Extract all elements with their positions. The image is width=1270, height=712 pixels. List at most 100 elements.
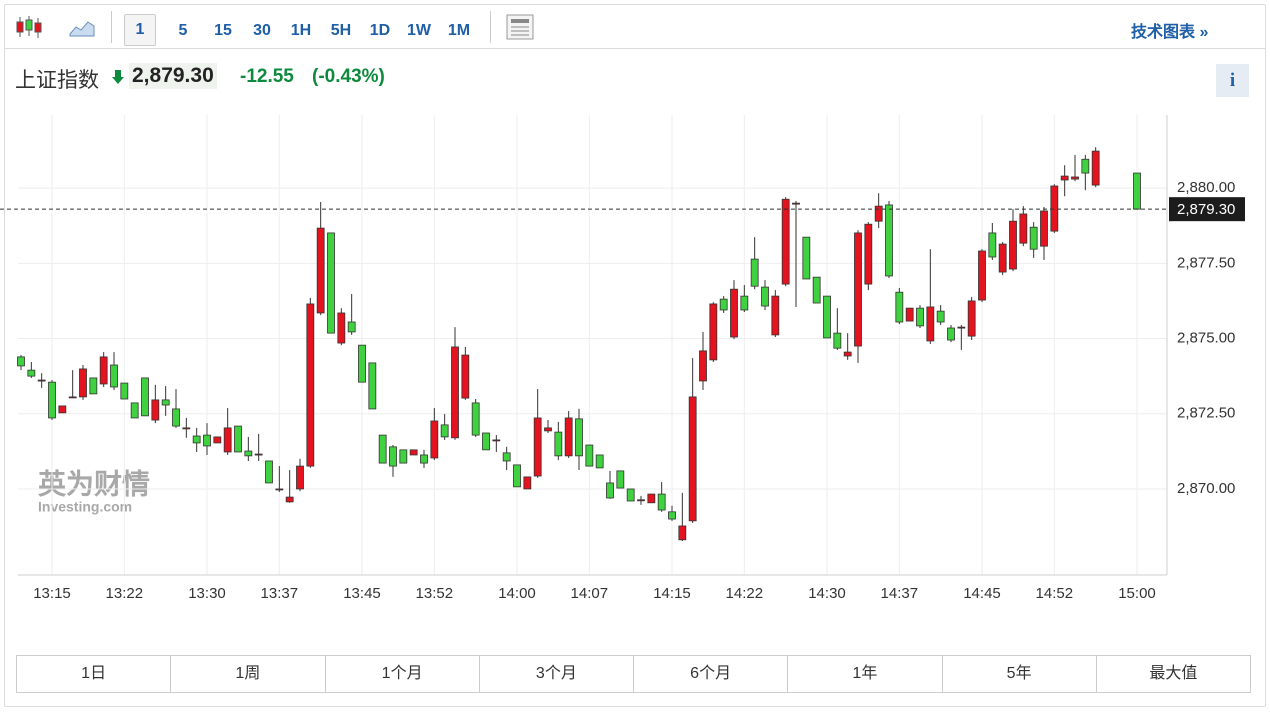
candle-body xyxy=(792,202,800,205)
period-tab[interactable]: 1日 xyxy=(17,656,172,692)
period-tab[interactable]: 1周 xyxy=(171,656,326,692)
candle-body xyxy=(967,300,976,337)
candle-body xyxy=(502,452,511,462)
candle-body xyxy=(988,232,997,258)
candle-body xyxy=(213,436,222,444)
candle-body xyxy=(223,427,232,453)
candle-body xyxy=(285,496,294,503)
separator xyxy=(490,11,491,43)
candle-body xyxy=(688,396,697,522)
y-tick-label: 2,872.50 xyxy=(1177,405,1235,422)
candle-body xyxy=(451,346,459,439)
candle-body xyxy=(399,449,408,464)
candle-body xyxy=(37,379,46,382)
candle-body xyxy=(1009,220,1017,270)
candle-body xyxy=(1071,176,1079,180)
candle-body xyxy=(244,450,253,457)
interval-button[interactable]: 1D xyxy=(369,22,391,39)
tech-chart-link[interactable]: 技术图表 » xyxy=(1131,24,1209,41)
candle-body xyxy=(358,344,366,383)
candle-body xyxy=(533,417,542,477)
candle-body xyxy=(719,298,728,311)
candle-body xyxy=(141,377,149,417)
candle-body xyxy=(575,418,583,457)
x-tick-label: 14:15 xyxy=(653,585,691,602)
period-tab[interactable]: 5年 xyxy=(943,656,1097,692)
candle-body xyxy=(306,303,315,467)
y-tick-label: 2,870.00 xyxy=(1177,480,1235,497)
candle-body xyxy=(544,427,552,432)
candle-body xyxy=(203,434,211,447)
x-tick-label: 14:52 xyxy=(1036,585,1074,602)
interval-button[interactable]: 5H xyxy=(330,22,352,39)
interval-button[interactable]: 1 xyxy=(124,14,156,46)
x-tick-label: 14:00 xyxy=(498,585,536,602)
candle-body xyxy=(616,470,625,489)
interval-button[interactable]: 1H xyxy=(290,22,312,39)
x-tick-label: 13:45 xyxy=(343,585,381,602)
candle-body xyxy=(709,303,718,361)
period-tab[interactable]: 3个月 xyxy=(480,656,634,692)
candle-body xyxy=(89,377,98,395)
candle-body xyxy=(1133,172,1141,210)
candle-body xyxy=(585,444,594,467)
interval-button[interactable]: 1W xyxy=(407,22,431,39)
candle-body xyxy=(699,350,707,382)
interval-button[interactable]: 1M xyxy=(447,22,471,39)
period-tab[interactable]: 1年 xyxy=(788,656,943,692)
candle-body xyxy=(482,432,490,451)
candle-body xyxy=(916,307,924,327)
info-button[interactable]: i xyxy=(1216,64,1249,97)
watermark-brand: 英为财情 xyxy=(38,468,150,499)
candle-body xyxy=(771,295,780,336)
candle-body xyxy=(1081,158,1090,174)
separator xyxy=(111,11,112,43)
candle-body xyxy=(668,511,676,520)
index-name: 上证指数 xyxy=(15,69,99,92)
current-price-label: 2,879.30 xyxy=(1177,201,1235,218)
candle-body xyxy=(461,354,470,399)
x-tick-label: 13:22 xyxy=(106,585,144,602)
current-price-tag xyxy=(1169,197,1245,222)
interval-button[interactable]: 30 xyxy=(253,22,271,39)
x-tick-label: 13:52 xyxy=(416,585,454,602)
period-tab[interactable]: 6个月 xyxy=(634,656,789,692)
x-tick-label: 13:30 xyxy=(188,585,226,602)
candle-body xyxy=(523,476,532,490)
candle-body xyxy=(947,327,955,341)
candle-body xyxy=(885,204,893,277)
area-chart-icon[interactable] xyxy=(68,16,96,38)
x-tick-label: 14:30 xyxy=(808,585,846,602)
candle-body xyxy=(740,295,749,311)
layout-icon[interactable] xyxy=(506,14,534,40)
candle-body xyxy=(812,276,821,304)
candle-body xyxy=(1060,175,1069,181)
candle-body xyxy=(1091,150,1100,186)
candle-body xyxy=(275,488,284,491)
interval-button[interactable]: 5 xyxy=(178,22,188,39)
candle-body xyxy=(68,396,77,399)
x-tick-label: 14:22 xyxy=(726,585,764,602)
candle-body xyxy=(978,250,986,301)
candle-body xyxy=(265,460,273,484)
candle-body xyxy=(864,223,873,285)
candle-body xyxy=(626,488,635,502)
chart: 英为财情 Investing.com 2,870.00 2,872.50 2,875… xyxy=(0,115,1245,602)
candle-body xyxy=(554,431,563,457)
candle-chart-icon[interactable] xyxy=(14,14,44,40)
y-tick-label: 2,880.00 xyxy=(1177,179,1235,196)
period-tab[interactable]: 1个月 xyxy=(326,656,480,692)
candle-body xyxy=(99,356,108,385)
x-tick-label: 13:37 xyxy=(261,585,299,602)
candle-body xyxy=(151,399,160,421)
candle-body xyxy=(595,454,604,469)
candle-body xyxy=(389,446,397,467)
down-arrow xyxy=(112,70,124,84)
x-tick-label: 13:15 xyxy=(33,585,71,602)
period-tab[interactable]: 最大值 xyxy=(1149,665,1198,682)
interval-button[interactable]: 15 xyxy=(214,22,232,39)
candle-body xyxy=(337,312,346,344)
y-tick-label: 2,875.00 xyxy=(1177,330,1235,347)
candle-body xyxy=(296,465,304,490)
candle-body xyxy=(27,369,36,377)
